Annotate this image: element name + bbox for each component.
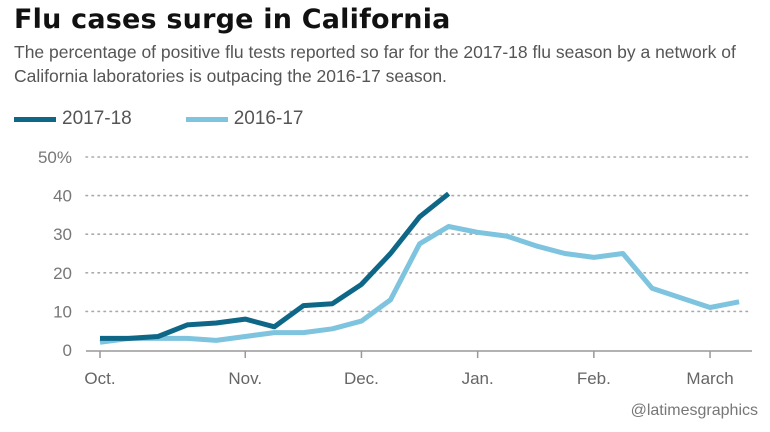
y-tick-label: 50% [38,148,72,167]
y-tick-label: 30 [53,225,72,244]
series-line-2017-18 [100,191,451,341]
y-tick-label: 40 [53,187,72,206]
legend-label-2017-18: 2017-18 [62,108,132,129]
chart-title: Flu cases surge in California [14,4,451,35]
legend: 2017-18 2016-17 [14,106,357,132]
x-tick-label: Nov. [228,369,262,388]
x-axis: Oct. Nov. Dec. Jan. Feb. March [84,350,752,388]
y-axis-ticks: 0 10 20 30 40 50% [38,148,72,360]
y-tick-label: 20 [53,264,72,283]
y-tick-label: 0 [63,341,72,360]
x-tick-label: March [686,369,733,388]
legend-item-2017-18: 2017-18 [14,108,132,130]
chart-subtitle: The percentage of positive flu tests rep… [14,42,736,86]
series-lines [99,191,740,345]
x-tick-label: Jan. [462,369,494,388]
y-tick-label: 10 [53,302,72,321]
x-tick-label: Dec. [344,369,379,388]
x-tick-label: Feb. [577,369,611,388]
credit-text: @latimesgraphics [630,402,758,419]
legend-swatch-2017-18 [14,116,56,122]
legend-item-2016-17: 2016-17 [185,108,304,130]
legend-swatch-2016-17 [185,116,228,122]
x-tick-label: Oct. [84,369,115,388]
legend-label-2016-17: 2016-17 [233,108,304,129]
